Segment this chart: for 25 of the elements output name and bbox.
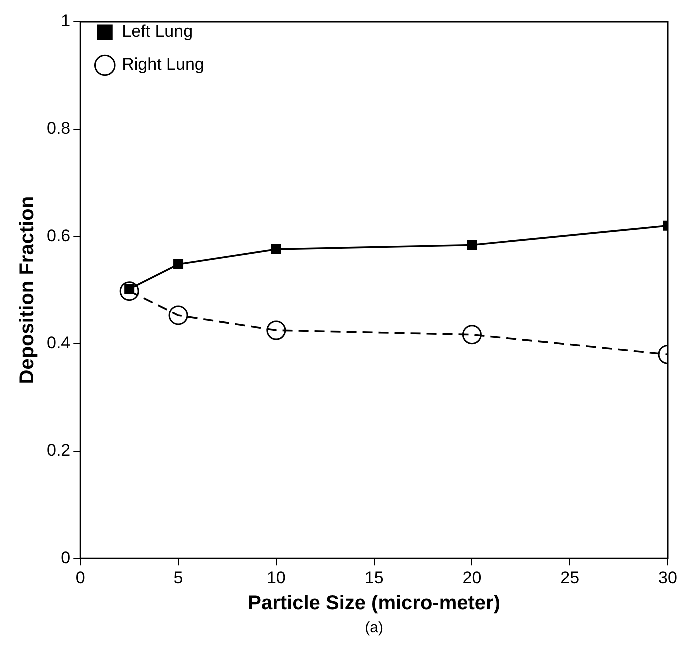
legend-label: Left Lung xyxy=(122,22,194,42)
point xyxy=(467,240,478,250)
y-tick-label: 0.6 xyxy=(46,226,71,246)
point xyxy=(174,260,184,270)
point xyxy=(266,320,286,340)
x-tick-label: 25 xyxy=(560,568,580,588)
y-axis-title: Deposition Fraction xyxy=(16,196,39,384)
text: (a) xyxy=(365,620,384,637)
legend-label: Right Lung xyxy=(122,55,204,74)
point xyxy=(120,282,140,302)
point xyxy=(271,244,282,255)
x-tick-label: 0 xyxy=(76,568,86,588)
x-tick-label: 30 xyxy=(658,568,678,588)
x-tick-label: 15 xyxy=(364,568,384,588)
y-tick-label: 1 xyxy=(61,12,71,31)
y-tick-label: 0.2 xyxy=(46,440,71,460)
y-tick-label: 0.4 xyxy=(46,334,71,353)
point xyxy=(462,325,482,345)
x-tick-label: 20 xyxy=(462,568,482,588)
y-tick-label: 0 xyxy=(61,548,71,568)
point xyxy=(168,306,188,326)
x-tick-label: 10 xyxy=(266,568,286,588)
y-tick-label: 0.8 xyxy=(46,119,71,138)
x-axis-title: Particle Size (micro-meter) xyxy=(248,592,500,615)
x-tick-label: 5 xyxy=(174,568,184,588)
